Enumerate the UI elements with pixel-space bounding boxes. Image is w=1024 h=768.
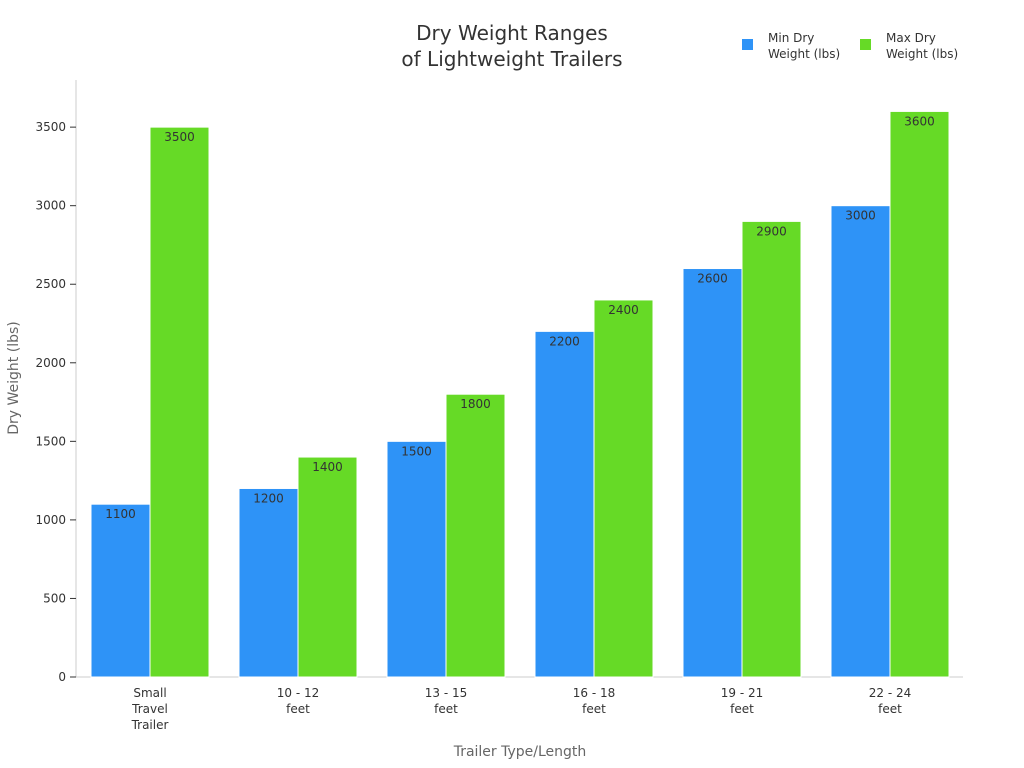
data-label-min: 1200	[253, 491, 284, 505]
bar-min	[534, 330, 595, 678]
data-label-min: 2600	[697, 272, 728, 286]
data-label-min: 3000	[845, 209, 876, 223]
chart-axes: 0 500 1000 1500 2000 2500 3000 3500 Small Travel T…	[6, 80, 963, 760]
data-label-max: 2900	[756, 224, 787, 238]
data-label-max: 2400	[608, 303, 639, 317]
legend-swatch-min	[742, 39, 753, 50]
bar-max	[149, 126, 210, 678]
bar-min	[682, 268, 743, 678]
x-tick-label: 22 - 24 feet	[869, 686, 912, 716]
x-axis-title: Trailer Type/Length	[453, 744, 587, 760]
y-tick-label: 500	[43, 591, 66, 605]
data-label-min: 2200	[549, 334, 580, 348]
y-tick-label: 0	[58, 670, 66, 684]
bar-max	[593, 299, 654, 678]
chart-title-text: Dry Weight Ranges of Lightweight Trailers	[401, 21, 622, 71]
x-tick-label: Small Travel Trailer	[131, 686, 169, 732]
data-label-min: 1100	[105, 507, 136, 521]
bar-min	[830, 205, 891, 678]
bar-max	[297, 456, 358, 678]
data-label-max: 1400	[312, 460, 343, 474]
y-tick-label: 3000	[35, 199, 66, 213]
bar-max	[889, 110, 950, 678]
legend-label-min: Min Dry Weight (lbs)	[768, 31, 840, 61]
bar-max	[445, 393, 506, 678]
legend-label-max: Max Dry Weight (lbs)	[886, 31, 958, 61]
chart-data-labels: 1100 1200 1500 2200 2600 3000 3500 1400 1800 2400…	[105, 114, 935, 521]
data-label-max: 3500	[164, 130, 195, 144]
bar-min	[90, 503, 151, 678]
bar-min	[238, 487, 299, 678]
x-tick-label: 16 - 18 feet	[573, 686, 616, 716]
data-label-max: 3600	[904, 114, 935, 128]
y-tick-label: 1000	[35, 513, 66, 527]
x-tick-label: 10 - 12 feet	[277, 686, 320, 716]
chart-bars	[90, 110, 950, 678]
x-tick-label: 19 - 21 feet	[721, 686, 764, 716]
y-tick-label: 2000	[35, 356, 66, 370]
chart-title: Dry Weight Ranges of Lightweight Trailers	[401, 21, 622, 71]
y-tick-label: 1500	[35, 434, 66, 448]
data-label-max: 1800	[460, 397, 491, 411]
x-tick-label: 13 - 15 feet	[425, 686, 468, 716]
legend-swatch-max	[860, 39, 871, 50]
bar-max	[741, 220, 802, 678]
y-tick-label: 2500	[35, 277, 66, 291]
data-label-min: 1500	[401, 444, 432, 458]
y-tick-label: 3500	[35, 120, 66, 134]
bar-min	[386, 440, 447, 678]
chart-legend: Min Dry Weight (lbs) Max Dry Weight (lbs)	[742, 31, 958, 61]
y-axis-title: Dry Weight (lbs)	[6, 321, 22, 435]
